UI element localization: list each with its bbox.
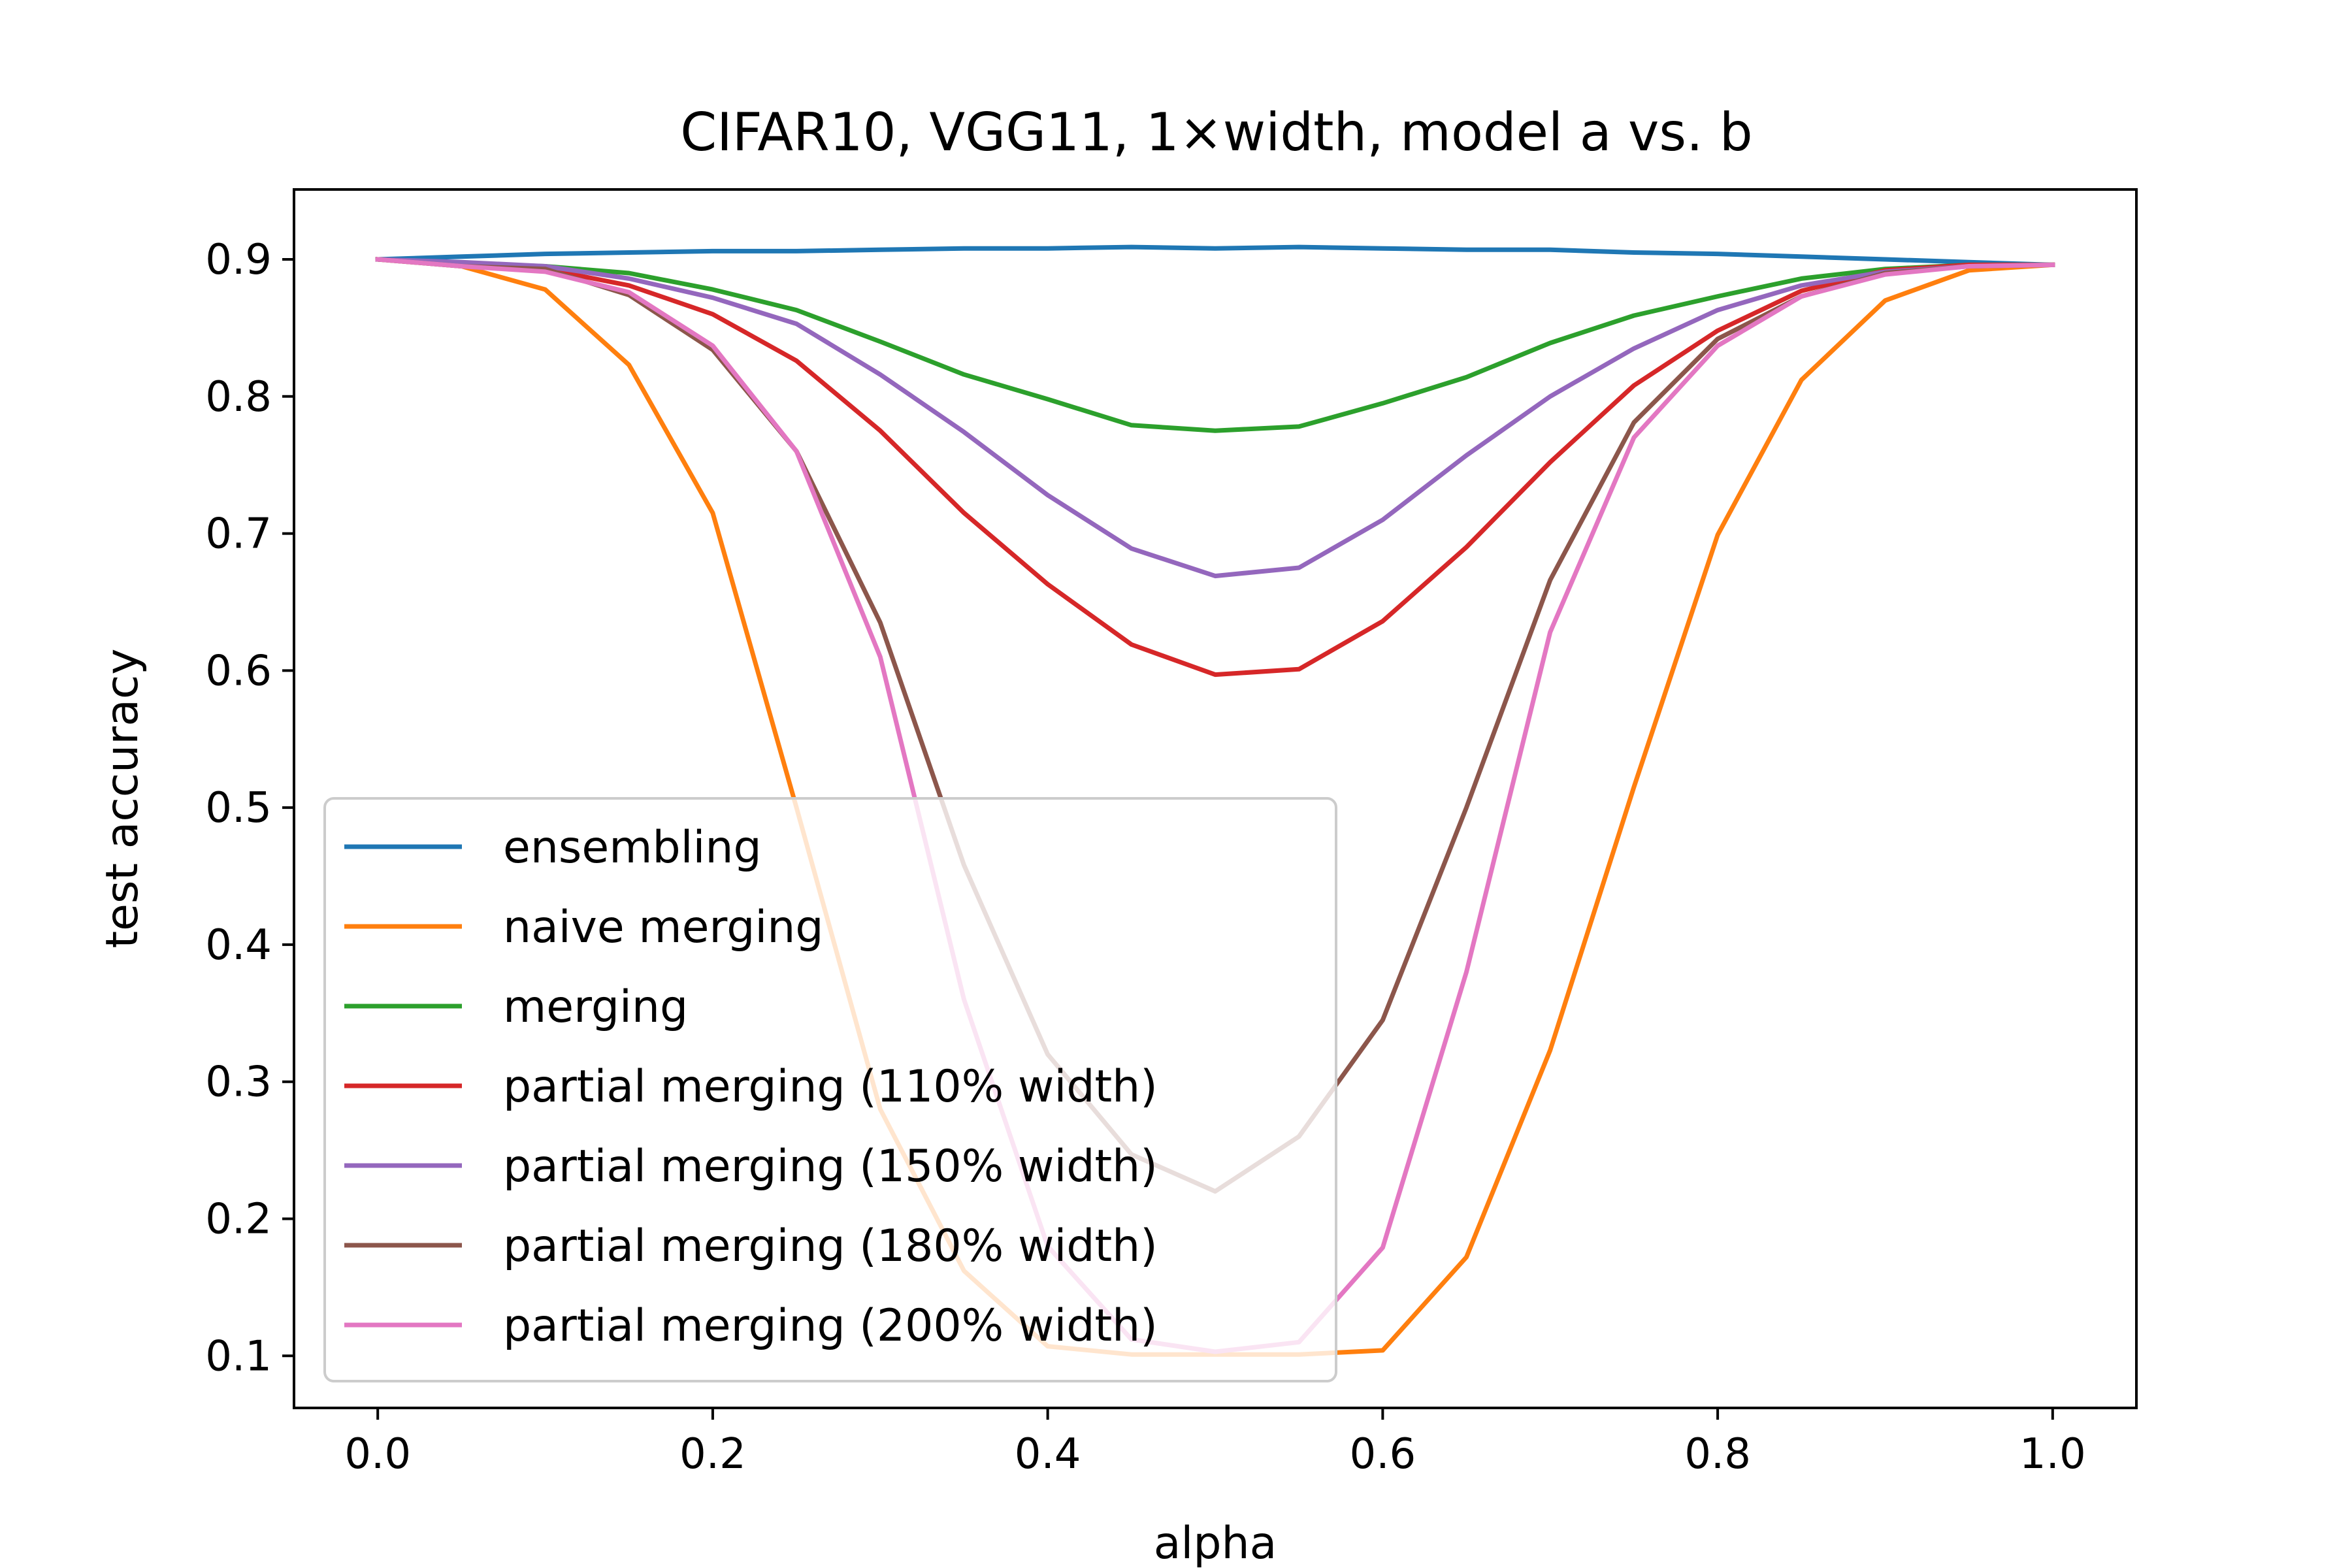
y-tick-label: 0.7 — [205, 510, 272, 559]
y-axis-label: test accuracy — [97, 649, 148, 949]
legend-label: merging — [503, 981, 688, 1033]
legend-label: naive merging — [503, 902, 824, 953]
y-tick-label: 0.8 — [205, 373, 272, 421]
legend-label: ensembling — [503, 822, 762, 874]
series-line-1 — [375, 244, 2055, 268]
x-axis-label: alpha — [1154, 1518, 1277, 1568]
x-tick-label: 0.2 — [679, 1430, 746, 1478]
x-tick-label: 1.0 — [2019, 1430, 2086, 1478]
series-line-4 — [375, 257, 2055, 678]
legend: ensembling naive merging merging partial me… — [323, 797, 1337, 1382]
legend-label: partial merging (200% width) — [503, 1300, 1158, 1352]
plot-frame — [293, 188, 2138, 1409]
x-tick-label: 0.6 — [1349, 1430, 1416, 1478]
y-tick-label: 0.9 — [205, 236, 272, 284]
y-tick-label: 0.5 — [205, 784, 272, 832]
y-tick-label: 0.4 — [205, 921, 272, 970]
x-tick-label: 0.8 — [1684, 1430, 1751, 1478]
y-tick-label: 0.1 — [205, 1332, 272, 1380]
legend-box — [323, 797, 1337, 1382]
y-tick-label: 0.6 — [205, 647, 272, 695]
chart-title: CIFAR10, VGG11, 1×width, model a vs. b — [680, 102, 1752, 163]
y-tick-label: 0.2 — [205, 1195, 272, 1243]
x-axis: 0.0 0.2 0.4 0.6 0.8 1.0 — [344, 1408, 2086, 1478]
x-tick-label: 0.4 — [1015, 1430, 1081, 1478]
y-tick-label: 0.3 — [205, 1058, 272, 1107]
series-line-5 — [375, 257, 2055, 579]
series-line-3 — [375, 257, 2055, 433]
legend-label: partial merging (150% width) — [503, 1141, 1158, 1192]
y-axis: 0.1 0.2 0.3 0.4 0.5 0.6 0.7 0.8 0.9 — [205, 236, 294, 1380]
legend-label: partial merging (180% width) — [503, 1220, 1158, 1272]
legend-label: partial merging (110% width) — [503, 1061, 1158, 1113]
x-tick-label: 0.0 — [344, 1430, 411, 1478]
